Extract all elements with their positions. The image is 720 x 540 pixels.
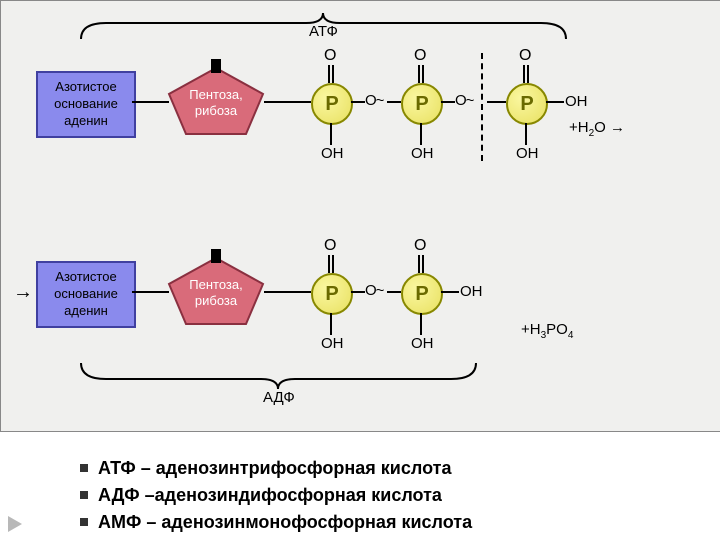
base-line2: основание <box>54 96 118 111</box>
ohbond-3-row1 <box>525 123 527 145</box>
o-link-1-row1: O~ <box>365 92 383 109</box>
bond-p2-o-row1 <box>441 101 455 103</box>
bullet-atp: АТФ – аденозинтрифосфорная кислота <box>80 458 472 479</box>
bond-pentose-p1-row2 <box>264 291 311 293</box>
o-link-2-row1: O~ <box>455 92 473 109</box>
dblbond-1-row1 <box>328 65 334 83</box>
bond-pentose-p1-row1 <box>264 101 311 103</box>
bond-o-p2-row2 <box>387 291 401 293</box>
base-line1-2: Азотистое <box>55 269 116 284</box>
slide-marker-icon <box>8 516 22 532</box>
adp-label: АДФ <box>263 389 295 406</box>
atp-label: АТФ <box>309 23 338 40</box>
ohbond-1-row1 <box>330 123 332 145</box>
bond-p1-o-row1 <box>351 101 365 103</box>
pentose-adp: Пентоза, рибоза <box>166 256 266 326</box>
pentose-line1: Пентоза, <box>189 87 242 102</box>
oh-2-row2: OH <box>411 335 434 352</box>
cleavage-dash <box>481 53 483 161</box>
phosphate-2-row2: P <box>401 273 443 315</box>
phosphate-1-row2: P <box>311 273 353 315</box>
molecule-diagram: АТФ Азотистое основание аденин Пентоза, … <box>0 0 720 432</box>
ohbond-2-row1 <box>420 123 422 145</box>
bullet-adp: АДФ –аденозиндифосфорная кислота <box>80 485 472 506</box>
definition-list: АТФ – аденозинтрифосфорная кислота АДФ –… <box>40 458 472 539</box>
pentose-line2-2: рибоза <box>195 293 237 308</box>
h3po4: +H3PO4 <box>521 321 573 341</box>
oh-2-row1: OH <box>411 145 434 162</box>
dblbond-2-row2 <box>418 255 424 273</box>
o-link-1-row2: O~ <box>365 282 383 299</box>
dblbond-1-row2 <box>328 255 334 273</box>
bottom-bracket <box>76 361 481 391</box>
bond-o-p3-row1 <box>487 101 506 103</box>
phosphate-3-row1: P <box>506 83 548 125</box>
arrow-in: → <box>13 281 33 304</box>
base-line3: аденин <box>64 113 108 128</box>
oh-1-row1: OH <box>321 145 344 162</box>
phosphate-1-row1: P <box>311 83 353 125</box>
ohbond-1-row2 <box>330 313 332 335</box>
bond-base-pentose-2 <box>132 291 169 293</box>
pentose-marker-2 <box>211 249 221 263</box>
pentose-atp: Пентоза, рибоза <box>166 66 266 136</box>
base-line1: Азотистое <box>55 79 116 94</box>
bullet-amp: АМФ – аденозинмонофосфорная кислота <box>80 512 472 533</box>
bond-p1-o-row2 <box>351 291 365 293</box>
h2o-arrow: +H2O → <box>569 119 625 139</box>
o-double-2-row2: O <box>414 237 426 255</box>
dblbond-2-row1 <box>418 65 424 83</box>
bond-base-pentose-1 <box>132 101 169 103</box>
oh-end-row1: OH <box>565 93 588 110</box>
bond-o-p2-row1 <box>387 101 401 103</box>
o-double-1-row2: O <box>324 237 336 255</box>
base-line3-2: аденин <box>64 303 108 318</box>
pentose-marker-1 <box>211 59 221 73</box>
pentose-line1-2: Пентоза, <box>189 277 242 292</box>
oh-end-row2: OH <box>460 283 483 300</box>
dblbond-3-row1 <box>523 65 529 83</box>
o-double-2-row1: O <box>414 47 426 65</box>
oh-1-row2: OH <box>321 335 344 352</box>
o-double-3-row1: O <box>519 47 531 65</box>
phosphate-2-row1: P <box>401 83 443 125</box>
base-line2-2: основание <box>54 286 118 301</box>
base-box-adp: Азотистое основание аденин <box>36 261 136 328</box>
ohbond-2-row2 <box>420 313 422 335</box>
pentose-line2: рибоза <box>195 103 237 118</box>
o-double-1-row1: O <box>324 47 336 65</box>
bond-p2-oh-row2 <box>441 291 459 293</box>
base-box-atp: Азотистое основание аденин <box>36 71 136 138</box>
oh-3-row1: OH <box>516 145 539 162</box>
bond-p3-oh-row1 <box>546 101 564 103</box>
